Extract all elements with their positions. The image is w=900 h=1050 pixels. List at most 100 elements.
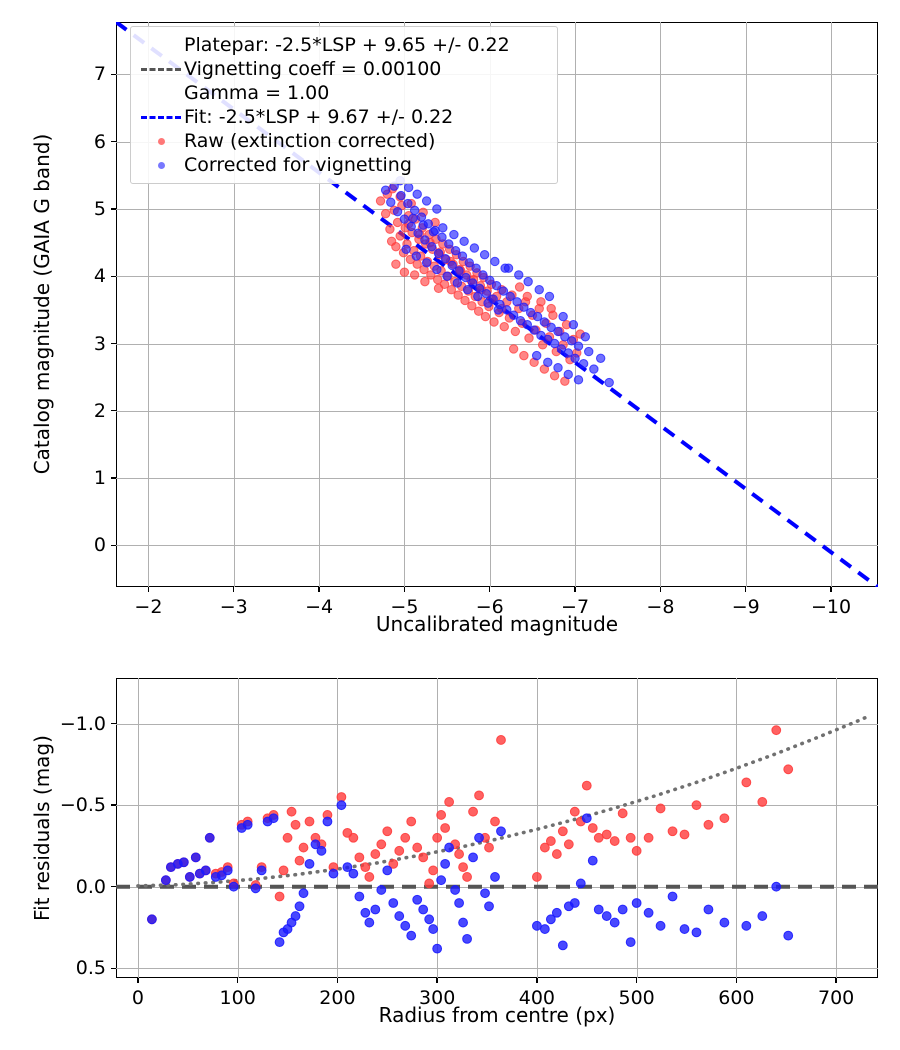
legend-key bbox=[138, 153, 184, 177]
y-tick-label: 1 bbox=[93, 467, 106, 490]
legend-key bbox=[138, 33, 184, 57]
x-tick-label: 400 bbox=[518, 987, 556, 1009]
x-tick bbox=[735, 978, 738, 983]
gridline-horizontal bbox=[116, 968, 878, 970]
y-axis-title-residuals: Fit residuals (mag) bbox=[30, 735, 54, 921]
x-tick-label: −3 bbox=[219, 596, 248, 618]
gridline-vertical bbox=[137, 678, 139, 978]
y-tick bbox=[111, 477, 116, 479]
x-tick-label: −8 bbox=[646, 596, 675, 618]
x-tick-label: −5 bbox=[390, 596, 419, 618]
legend-entry-label: Platepar: -2.5*LSP + 9.65 +/- 0.22 bbox=[184, 34, 510, 56]
legend-entry-label: Raw (extinction corrected) bbox=[184, 130, 436, 152]
gridline-horizontal bbox=[116, 343, 878, 345]
y-tick-label: 4 bbox=[93, 265, 106, 288]
x-tick bbox=[830, 587, 832, 592]
y-tick bbox=[111, 885, 116, 888]
gridline-vertical bbox=[148, 22, 150, 587]
y-tick bbox=[111, 722, 116, 725]
x-axis-title-residuals: Radius from centre (px) bbox=[378, 1003, 616, 1027]
gridline-vertical bbox=[636, 678, 638, 978]
gridline-vertical bbox=[319, 22, 321, 587]
gridline-horizontal bbox=[116, 805, 878, 807]
y-tick bbox=[111, 544, 116, 546]
gridline-vertical bbox=[437, 678, 439, 978]
legend-entry: Corrected for vignetting bbox=[138, 153, 548, 177]
x-tick bbox=[137, 978, 139, 983]
x-tick bbox=[745, 587, 747, 592]
y-tick-label: 7 bbox=[93, 63, 106, 86]
y-tick bbox=[111, 275, 116, 277]
x-tick bbox=[635, 978, 638, 983]
gridline-vertical bbox=[337, 678, 339, 978]
x-tick bbox=[574, 587, 576, 592]
y-tick-label: 0 bbox=[93, 534, 106, 557]
y-tick bbox=[111, 804, 116, 806]
y-tick-label: −1.0 bbox=[59, 712, 106, 735]
x-axis-title-calibration: Uncalibrated magnitude bbox=[375, 612, 619, 636]
x-tick-label: −6 bbox=[475, 596, 504, 618]
legend-dashed-blue-icon bbox=[141, 115, 181, 119]
y-tick bbox=[111, 141, 116, 143]
y-tick bbox=[111, 967, 116, 969]
gridline-vertical bbox=[233, 22, 235, 587]
x-tick-label: −10 bbox=[811, 596, 852, 618]
y-axis-title-calibration: Catalog magnitude (GAIA G band) bbox=[30, 133, 54, 475]
gridline-horizontal bbox=[116, 478, 878, 480]
x-tick bbox=[147, 587, 150, 592]
x-tick bbox=[536, 978, 538, 983]
y-tick bbox=[111, 73, 116, 76]
gridline-vertical bbox=[736, 678, 738, 978]
x-tick-label: 100 bbox=[219, 987, 256, 1009]
legend-entry-label: Gamma = 1.00 bbox=[184, 82, 330, 104]
x-tick-label: −4 bbox=[305, 596, 334, 618]
x-tick bbox=[236, 978, 239, 983]
x-tick-label: 200 bbox=[319, 987, 356, 1009]
gridline-vertical bbox=[831, 22, 833, 587]
x-tick-label: 0 bbox=[131, 987, 144, 1009]
x-tick bbox=[403, 587, 406, 592]
x-tick bbox=[233, 587, 235, 592]
x-tick-label: −2 bbox=[134, 596, 163, 618]
legend-entry: Vignetting coeff = 0.00100 bbox=[138, 57, 548, 81]
gridline-vertical bbox=[745, 22, 747, 587]
x-tick bbox=[318, 587, 320, 592]
panel-photometric-calibration: −2 −3 −4 −5 −6 −7 −8 −9 −10 0 1 2 3 4 5 6 7 Uncalibrated… bbox=[30, 22, 878, 636]
x-tick bbox=[336, 978, 339, 983]
legend-key bbox=[138, 129, 184, 153]
x-tick bbox=[835, 978, 837, 983]
y-tick-label: 0.0 bbox=[75, 875, 106, 898]
gridline-vertical bbox=[404, 22, 406, 587]
x-tick-label: −7 bbox=[561, 596, 590, 618]
x-tick-label: 300 bbox=[419, 987, 456, 1009]
x-tick-label: 500 bbox=[618, 987, 655, 1009]
legend-entry-label: Fit: -2.5*LSP + 9.67 +/- 0.22 bbox=[184, 106, 454, 128]
legend-dashed-grey-icon bbox=[141, 67, 181, 71]
x-tick-label: 600 bbox=[718, 987, 755, 1009]
legend-calibration[interactable]: Platepar: -2.5*LSP + 9.65 +/- 0.22 Vignet… bbox=[130, 26, 558, 184]
y-tick-label: −0.5 bbox=[59, 794, 106, 817]
legend-entry-label: Vignetting coeff = 0.00100 bbox=[184, 58, 442, 80]
panel-fit-residuals: 0 100 200 300 400 500 600 700 0.5 0.0 −0.5 −1.0 Rad… bbox=[0, 650, 900, 1050]
gridline-horizontal bbox=[116, 276, 878, 278]
legend-entry-label: Corrected for vignetting bbox=[184, 154, 412, 176]
legend-entry: Platepar: -2.5*LSP + 9.65 +/- 0.22 bbox=[138, 33, 548, 57]
legend-blue-marker-icon bbox=[157, 161, 165, 169]
x-tick-label: −9 bbox=[731, 596, 760, 618]
gridline-horizontal bbox=[116, 723, 878, 725]
gridline-vertical bbox=[575, 22, 577, 587]
x-tick bbox=[659, 587, 662, 592]
gridline-horizontal bbox=[116, 545, 878, 547]
gridline-vertical bbox=[660, 22, 662, 587]
x-tick-label: 700 bbox=[817, 987, 855, 1009]
legend-entry: Fit: -2.5*LSP + 9.67 +/- 0.22 bbox=[138, 105, 548, 129]
legend-entry: Raw (extinction corrected) bbox=[138, 129, 548, 153]
x-tick bbox=[489, 587, 491, 592]
gridline-horizontal bbox=[116, 410, 878, 412]
legend-red-marker-icon bbox=[157, 137, 165, 145]
legend-key bbox=[138, 81, 184, 105]
y-tick-label: 6 bbox=[93, 130, 106, 153]
y-tick bbox=[111, 208, 116, 210]
gridline-vertical bbox=[836, 678, 838, 978]
